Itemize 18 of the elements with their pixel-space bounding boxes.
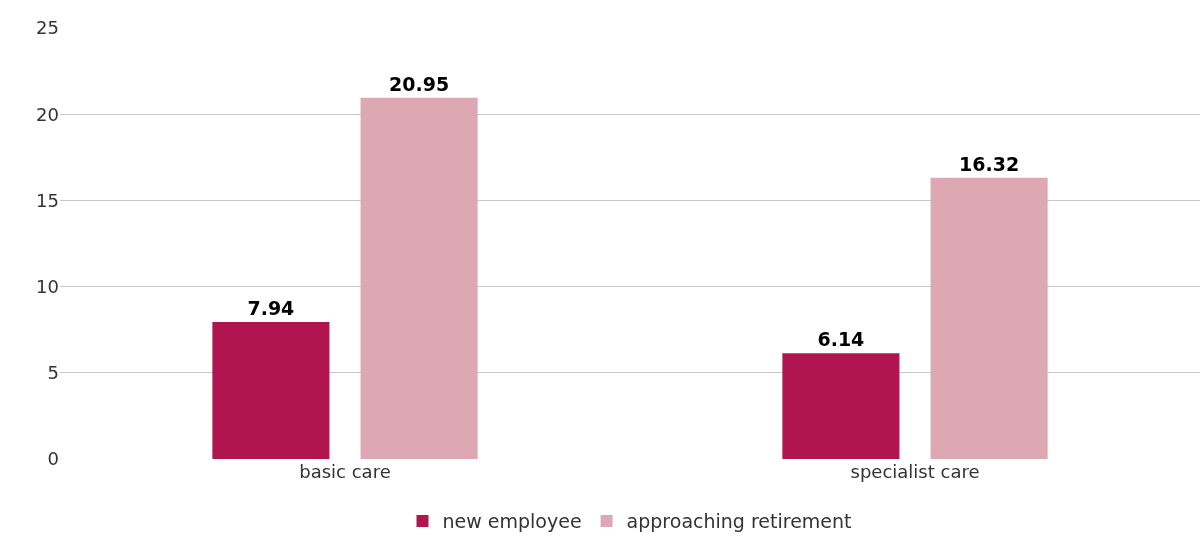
data-label: 6.14 — [817, 328, 865, 351]
bar — [782, 353, 900, 459]
y-tick-label: 15 — [36, 189, 59, 211]
legend-label: new employee — [442, 510, 582, 533]
bar — [360, 97, 478, 459]
y-tick-label: 0 — [47, 448, 59, 470]
bar — [212, 322, 330, 459]
y-tick-label: 5 — [47, 362, 59, 384]
bar — [930, 177, 1048, 459]
legend-label: approaching retirement — [626, 510, 852, 533]
y-tick-label: 10 — [36, 275, 59, 297]
data-label: 7.94 — [247, 297, 295, 320]
data-label: 16.32 — [959, 152, 1020, 175]
x-tick-label: basic care — [299, 461, 391, 482]
y-tick-label: 20 — [36, 103, 59, 125]
y-tick-label: 25 — [36, 17, 59, 39]
x-tick-label: specialist care — [850, 461, 980, 482]
data-label: 20.95 — [389, 72, 450, 95]
